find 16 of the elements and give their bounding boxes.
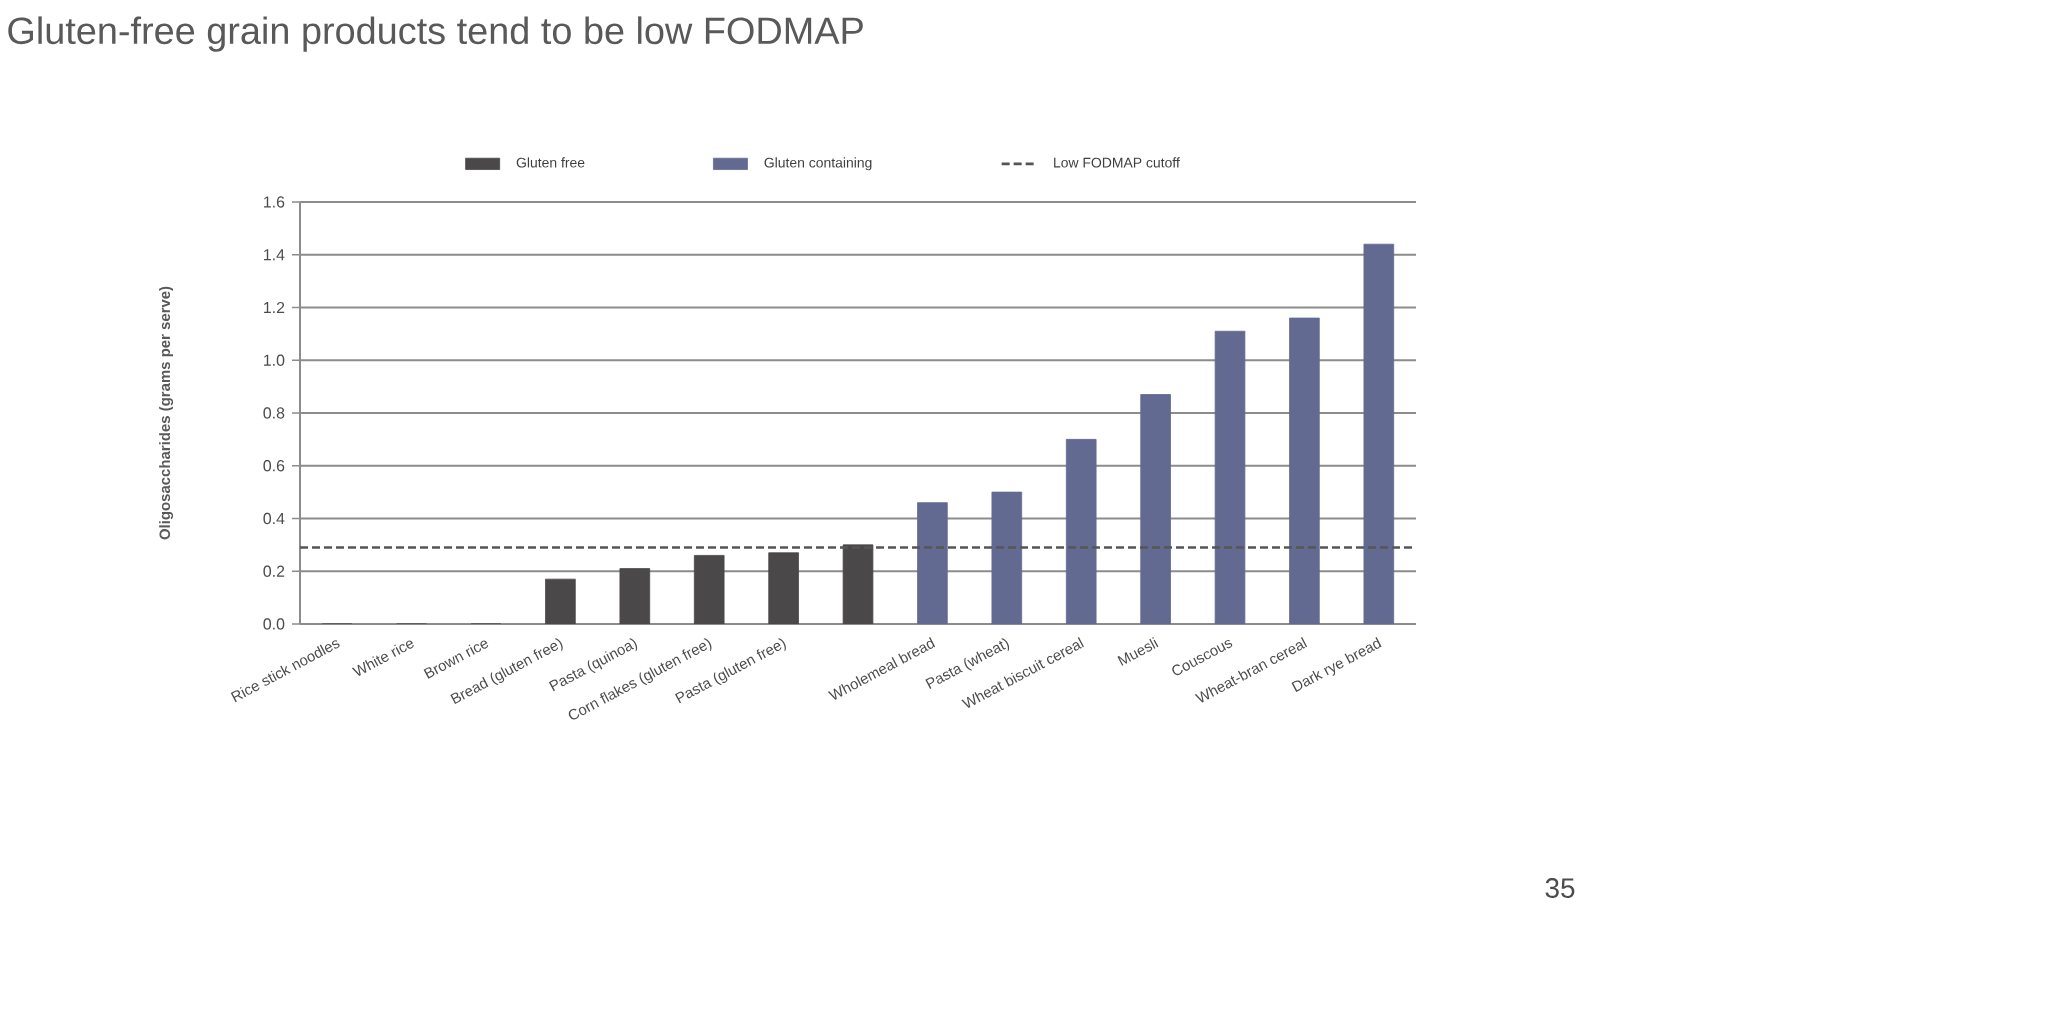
legend-label: Low FODMAP cutoff bbox=[1054, 157, 1180, 168]
x-tick-label: White rice bbox=[351, 640, 414, 676]
y-tick-label: 0.8 bbox=[263, 407, 285, 419]
legend-label: Gluten containing bbox=[764, 157, 872, 171]
chart-title: Gluten-free grain products tend to be low FODMAP bbox=[8, 16, 863, 52]
y-tick-label: 1.6 bbox=[264, 196, 285, 208]
y-axis-title: Oligosaccharides (grams per serve) bbox=[159, 286, 174, 540]
y-tick-label: 1.0 bbox=[264, 354, 285, 366]
y-tick-label: 0.6 bbox=[263, 460, 285, 472]
y-tick-label: 0.4 bbox=[263, 512, 285, 525]
legend-label: Gluten free bbox=[516, 157, 585, 168]
y-tick-label: 0.0 bbox=[263, 618, 285, 630]
text: 35 bbox=[1545, 878, 1575, 898]
y-tick-label: 1.2 bbox=[264, 301, 285, 314]
y-tick-label: 1.4 bbox=[264, 249, 285, 261]
y-tick-label: 0.2 bbox=[263, 565, 285, 577]
